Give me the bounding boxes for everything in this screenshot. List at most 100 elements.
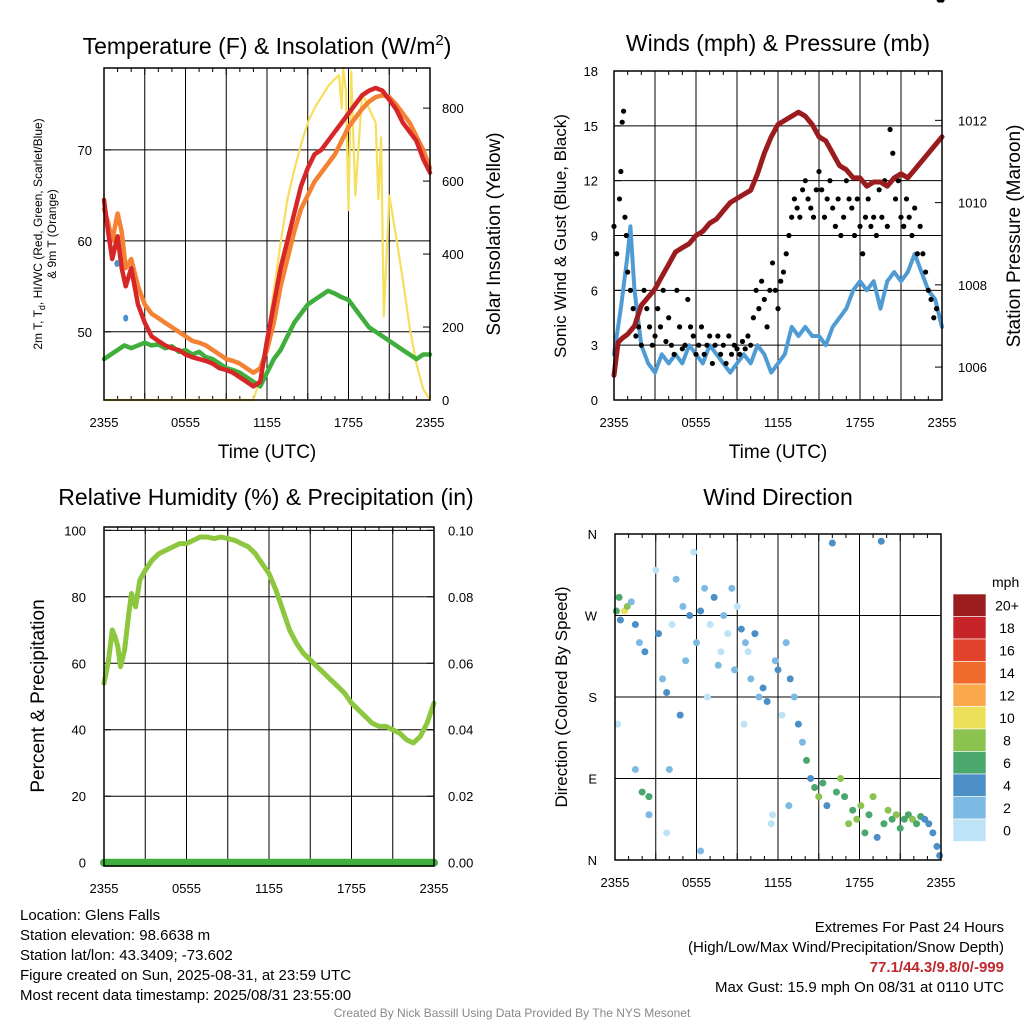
gust-point <box>618 168 624 175</box>
direction-point <box>921 815 929 823</box>
gust-point <box>759 278 765 284</box>
gust-point <box>623 232 629 239</box>
direction-point <box>933 842 941 850</box>
gust-point <box>832 223 839 229</box>
direction-point <box>728 584 736 592</box>
gust-point <box>627 287 634 293</box>
x-tick-label: 0555 <box>682 415 711 430</box>
x-tick-label: 1755 <box>337 881 366 896</box>
x-tick-label: 1155 <box>764 415 792 430</box>
y2-tick-label: 0.06 <box>448 656 473 671</box>
direction-point <box>803 756 811 764</box>
gust-point <box>794 205 800 211</box>
y2-tick-label: 800 <box>442 101 464 116</box>
direction-point <box>623 602 631 610</box>
direction-point <box>703 693 711 701</box>
legend-title: mph <box>992 574 1019 590</box>
gust-point <box>931 315 937 321</box>
gust-point <box>876 187 882 193</box>
direction-point <box>663 688 671 696</box>
gust-point <box>679 346 685 352</box>
gust-point <box>748 342 754 348</box>
gust-point <box>813 187 819 193</box>
y-axis-label-line2: & 9m T (Orange) <box>45 189 59 279</box>
y-tick-label: 50 <box>78 325 92 340</box>
gust-point <box>674 287 680 293</box>
direction-point <box>845 820 853 828</box>
direction-point <box>679 602 687 610</box>
gust-point <box>925 287 931 293</box>
y-axis-label: Direction (Colored By Speed) <box>552 586 571 807</box>
y2-tick-label: 1008 <box>958 278 987 293</box>
direction-point <box>682 657 690 665</box>
extremes-legend: (High/Low/Max Wind/Precipitation/Snow De… <box>688 939 1004 956</box>
y2-axis-label: Station Pressure (Maroon) <box>1004 125 1024 348</box>
gust-point <box>693 351 699 357</box>
gust-point <box>912 205 918 211</box>
direction-point <box>832 788 840 796</box>
pressure-line <box>611 109 945 378</box>
direction-point <box>865 811 873 819</box>
x-axis-label: Time (UTC) <box>729 442 828 463</box>
gust-point <box>622 214 628 220</box>
legend-swatch <box>952 616 987 640</box>
plot-border <box>613 70 943 401</box>
gust-point <box>862 214 869 220</box>
gust-point <box>690 333 696 339</box>
x-tick-label: 2355 <box>928 415 957 430</box>
y-tick-label: 15 <box>584 119 598 134</box>
direction-point <box>668 621 676 629</box>
gust-point <box>772 287 778 293</box>
gust-point <box>671 351 677 357</box>
direction-point <box>836 775 844 782</box>
gust-point <box>846 196 852 202</box>
direction-point <box>672 575 680 583</box>
gust-point <box>709 360 716 367</box>
gust-point <box>901 223 907 229</box>
direction-point <box>627 598 635 606</box>
direction-point <box>782 639 790 647</box>
winds-panel: 0 3 6 9 12 15 18 1006 1008 1010 1012 2355 0555 1155 17… <box>551 0 1024 463</box>
direction-point <box>904 811 912 819</box>
y-tick-label: 0 <box>591 393 598 408</box>
y-tick-label: 60 <box>78 234 92 249</box>
direction-point <box>744 648 752 656</box>
gust-point <box>764 324 770 330</box>
gust-point <box>920 251 926 257</box>
gust-point <box>701 351 707 357</box>
gust-point <box>851 232 858 239</box>
x-tick-label: 2355 <box>927 875 956 890</box>
direction-point <box>771 657 779 665</box>
direction-point <box>849 806 857 814</box>
gust-point <box>720 342 726 348</box>
gust-point <box>849 205 855 211</box>
gust-point <box>698 324 705 330</box>
elevation-text: Station elevation: 98.6638 m <box>20 927 211 944</box>
gust-point <box>646 324 653 330</box>
y-tick-label: 60 <box>72 656 86 671</box>
direction-point <box>645 811 653 819</box>
direction-point <box>811 784 819 792</box>
gust-point <box>791 196 798 202</box>
gust-point <box>742 346 748 352</box>
latlon-text: Station lat/lon: 43.3409; -73.602 <box>20 947 233 964</box>
x-tick-label: 2355 <box>90 881 119 896</box>
gust-point <box>843 178 849 184</box>
direction-point <box>794 720 802 728</box>
gust-point <box>780 269 787 275</box>
legend-swatch <box>952 683 987 707</box>
gust-point <box>761 296 767 303</box>
direction-point <box>892 811 900 819</box>
x-tick-label: 1155 <box>253 415 281 430</box>
direction-point <box>686 612 694 619</box>
direction-point <box>936 851 944 859</box>
y-tick-label: 12 <box>584 174 598 189</box>
legend-swatch <box>952 751 987 775</box>
gust-point <box>677 324 683 330</box>
x-tick-label: 0555 <box>171 415 200 430</box>
gust-point <box>649 342 655 348</box>
y2-tick-label: 1010 <box>958 196 987 211</box>
plot-border <box>103 526 435 867</box>
humidity-line <box>101 534 437 746</box>
gust-point <box>668 342 675 348</box>
